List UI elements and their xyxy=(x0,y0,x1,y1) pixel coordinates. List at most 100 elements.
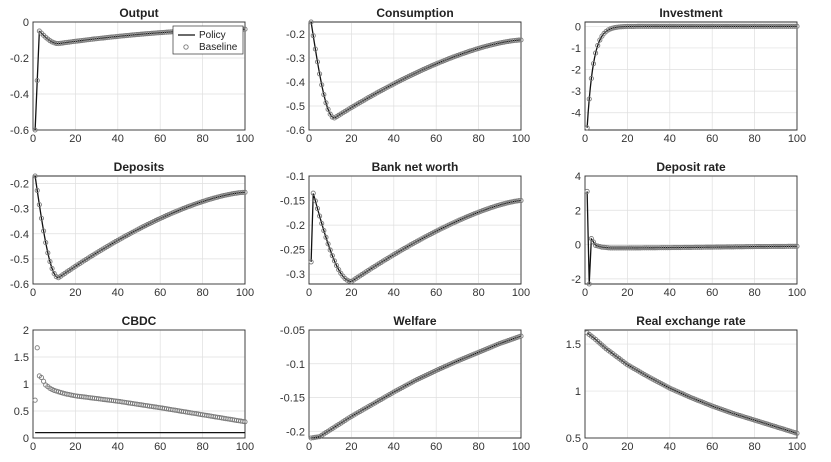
axes-frame xyxy=(308,329,522,439)
y-tick-label: 2 xyxy=(23,325,29,337)
axes-frame xyxy=(584,21,798,131)
baseline-marker xyxy=(319,82,325,88)
x-tick-label: 40 xyxy=(112,133,124,145)
baseline-marker xyxy=(593,50,599,56)
subplot-welfare: Welfare 0 20 40 60 80 100 -0.2 -0.15 -0.1 -0.05 xyxy=(280,314,530,453)
x-tick-label: 0 xyxy=(306,287,312,299)
axes-frame xyxy=(32,329,246,439)
baseline-marker xyxy=(794,243,800,249)
baseline-marker xyxy=(518,197,524,204)
baseline-marker xyxy=(323,100,329,106)
x-tick-label: 0 xyxy=(306,133,312,145)
series-line-policy xyxy=(586,25,797,128)
x-tick-label: 80 xyxy=(472,441,484,453)
baseline-marker xyxy=(310,190,316,196)
x-tick-label: 100 xyxy=(788,441,806,453)
series-line-policy xyxy=(310,193,522,283)
y-tick-label: 0 xyxy=(23,17,29,29)
x-tick-label: 60 xyxy=(430,133,442,145)
x-tick-label: 60 xyxy=(154,287,166,299)
x-tick-label: 100 xyxy=(236,133,254,145)
subplot-title: CBDC xyxy=(122,314,157,328)
y-tick-label: -0.05 xyxy=(280,325,305,337)
series-line-policy xyxy=(586,191,797,284)
baseline-marker xyxy=(518,333,524,339)
x-tick-label: 40 xyxy=(388,133,400,145)
x-tick-label: 60 xyxy=(430,441,442,453)
series-markers-baseline xyxy=(32,345,248,425)
baseline-marker xyxy=(38,374,45,381)
baseline-marker xyxy=(240,418,246,425)
x-tick-label: 80 xyxy=(748,287,760,299)
x-tick-label: 60 xyxy=(706,441,718,453)
y-tick-label: -0.1 xyxy=(286,171,305,183)
x-tick-label: 60 xyxy=(154,441,166,453)
y-tick-label: -2 xyxy=(571,65,581,77)
subplot-output: Output 0 20 40 60 80 100 -0.6 -0.4 -0.2 0 PolicyBas… xyxy=(10,6,254,145)
subplot-title: Bank net worth xyxy=(372,160,459,174)
axes-frame xyxy=(32,175,246,285)
baseline-marker xyxy=(584,188,590,194)
x-tick-label: 20 xyxy=(69,441,81,453)
y-tick-label: 0.5 xyxy=(566,433,581,445)
baseline-marker xyxy=(325,106,331,112)
y-tick-label: 2 xyxy=(575,205,581,217)
baseline-marker xyxy=(317,71,323,77)
baseline-marker xyxy=(34,345,40,351)
legend-label-baseline: Baseline xyxy=(199,42,238,53)
x-tick-label: 40 xyxy=(112,287,124,299)
baseline-marker xyxy=(321,92,327,98)
baseline-marker xyxy=(584,125,590,131)
y-tick-label: -0.4 xyxy=(10,89,29,101)
plot-area xyxy=(584,21,798,131)
y-tick-label: 1 xyxy=(23,379,29,391)
series-markers-baseline xyxy=(584,23,800,131)
x-tick-label: 60 xyxy=(154,133,166,145)
axes-frame xyxy=(32,21,246,131)
baseline-marker xyxy=(308,259,314,265)
baseline-marker xyxy=(794,430,800,436)
x-tick-label: 80 xyxy=(196,287,208,299)
x-tick-label: 100 xyxy=(788,133,806,145)
x-tick-label: 20 xyxy=(345,287,357,299)
x-tick-label: 100 xyxy=(236,287,254,299)
baseline-marker xyxy=(586,96,592,102)
baseline-marker xyxy=(317,213,323,219)
baseline-marker xyxy=(242,419,248,425)
x-tick-label: 60 xyxy=(706,133,718,145)
subplot-cbdc: CBDC 0 20 40 60 80 100 0 0.5 1 1.5 2 xyxy=(14,314,254,453)
baseline-marker xyxy=(325,241,331,247)
x-tick-label: 0 xyxy=(30,441,36,453)
subplot-title: Welfare xyxy=(393,314,436,328)
y-tick-label: -0.5 xyxy=(10,254,29,266)
x-tick-label: 60 xyxy=(706,287,718,299)
y-tick-label: -0.4 xyxy=(286,77,305,89)
plot-area xyxy=(308,175,522,285)
x-tick-label: 100 xyxy=(512,133,530,145)
x-tick-label: 0 xyxy=(30,287,36,299)
x-tick-label: 0 xyxy=(30,133,36,145)
y-tick-label: -1 xyxy=(571,43,581,55)
x-tick-label: 0 xyxy=(582,441,588,453)
y-tick-label: -0.15 xyxy=(280,393,305,405)
baseline-marker xyxy=(314,434,321,440)
baseline-marker xyxy=(308,19,314,25)
legend-label-policy: Policy xyxy=(199,30,226,41)
series-markers-baseline xyxy=(584,188,800,287)
series-line-policy xyxy=(586,332,798,434)
y-tick-label: -0.2 xyxy=(10,53,29,65)
baseline-marker xyxy=(321,227,327,234)
y-tick-label: -0.6 xyxy=(10,279,29,291)
y-tick-label: 1 xyxy=(575,386,581,398)
subplot-title: Investment xyxy=(659,6,722,20)
baseline-marker xyxy=(49,265,55,272)
baseline-marker xyxy=(242,189,248,195)
baseline-marker xyxy=(336,267,342,273)
y-tick-label: 0 xyxy=(575,21,581,33)
y-tick-label: 1.5 xyxy=(566,339,581,351)
baseline-marker xyxy=(314,205,321,212)
subplot-title: Deposits xyxy=(114,160,165,174)
baseline-marker xyxy=(792,243,798,249)
y-tick-label: 4 xyxy=(575,171,581,183)
